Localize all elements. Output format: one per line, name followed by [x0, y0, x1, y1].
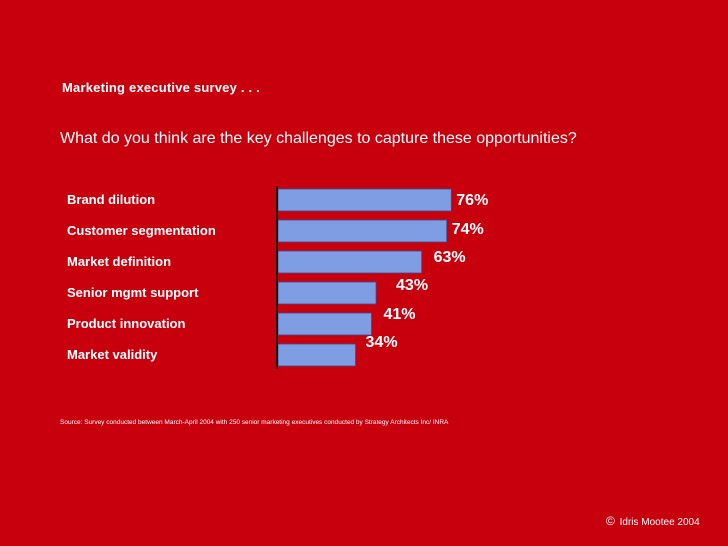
value-label: 63%	[434, 249, 466, 266]
copyright-symbol: ©	[606, 514, 615, 528]
source-note: Source: Survey conducted between March-A…	[60, 419, 449, 426]
value-label: 43%	[396, 277, 428, 294]
category-label: Market definition	[67, 254, 171, 269]
bar	[277, 343, 356, 367]
bar	[277, 188, 452, 212]
bar	[277, 250, 423, 274]
value-label: 76%	[456, 192, 488, 209]
value-label: 41%	[383, 306, 415, 323]
copyright: © Idris Mootee 2004	[606, 514, 700, 528]
category-label: Product innovation	[67, 316, 186, 331]
bar	[277, 219, 448, 243]
category-label: Senior mgmt support	[67, 285, 199, 300]
survey-question: What do you think are the key challenges…	[60, 130, 577, 147]
copyright-text: Idris Mootee 2004	[619, 517, 700, 528]
value-label: 74%	[452, 221, 484, 238]
category-label: Customer segmentation	[67, 223, 216, 238]
survey-subtitle: Marketing executive survey . . .	[62, 80, 260, 95]
category-label: Market validity	[67, 347, 158, 362]
value-label: 34%	[366, 334, 398, 351]
bar	[277, 312, 372, 336]
category-label: Brand dilution	[67, 192, 155, 207]
bar	[277, 281, 377, 305]
